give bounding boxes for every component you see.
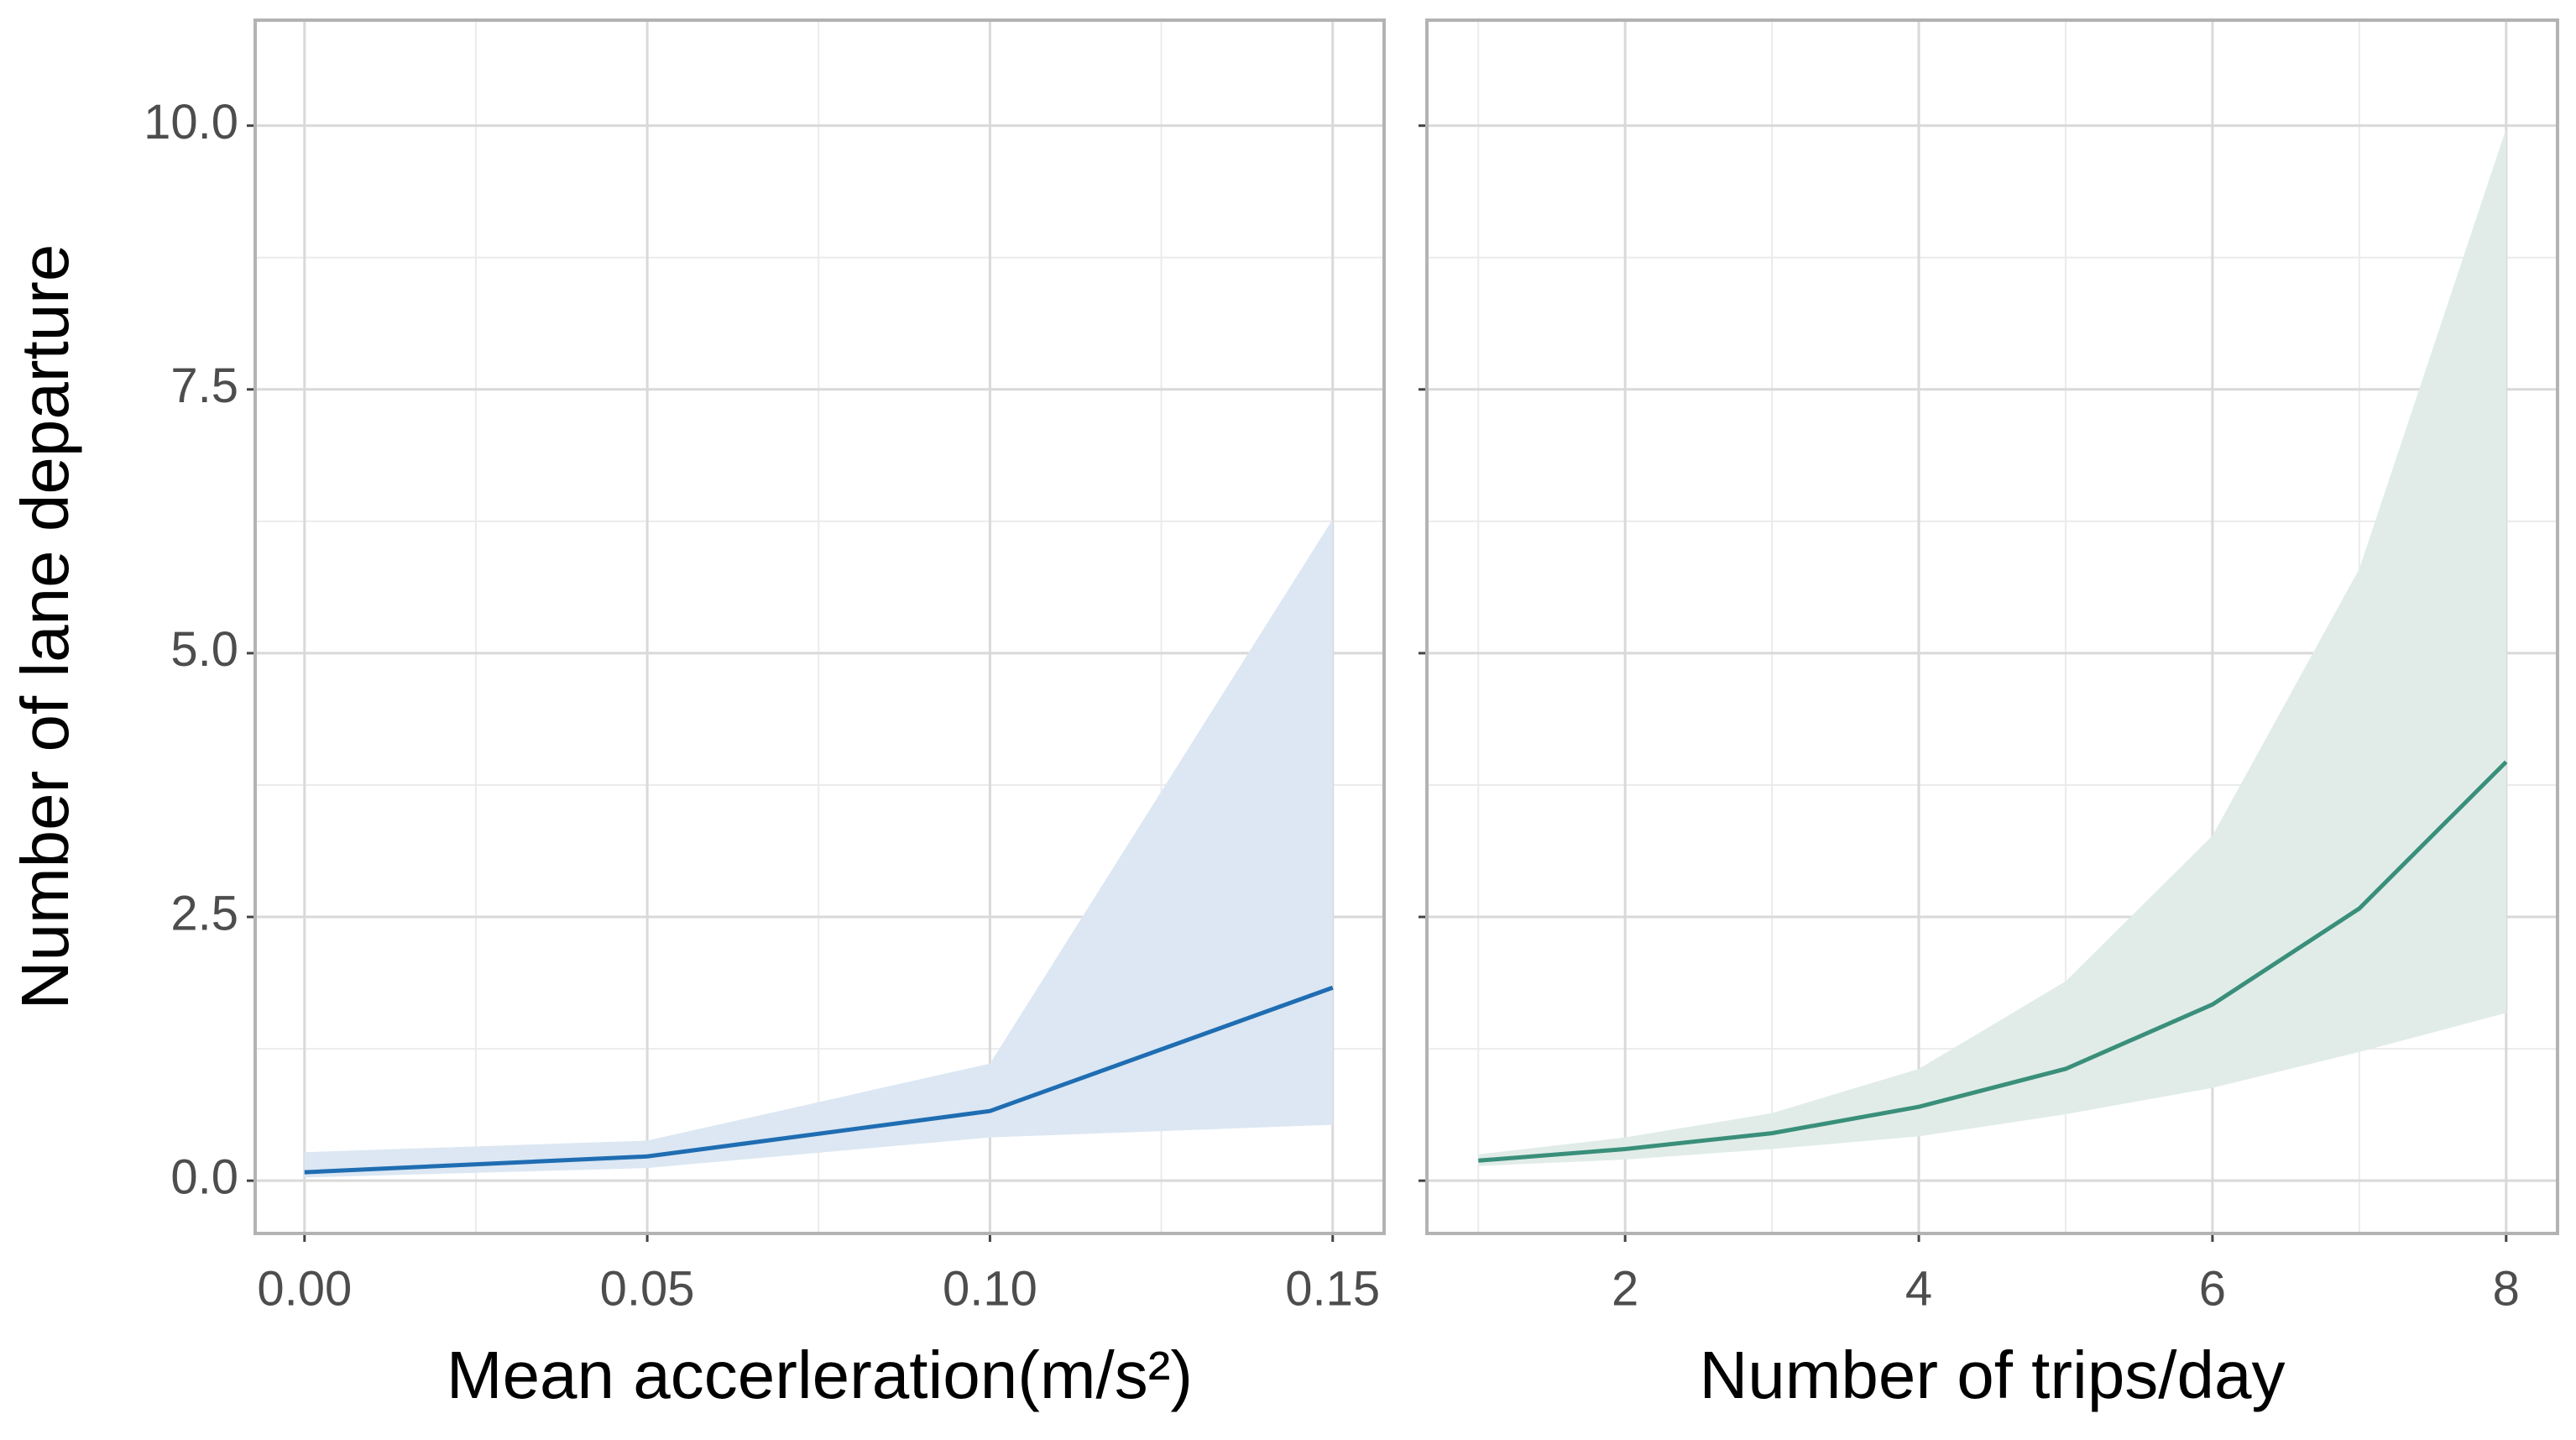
panel-border bbox=[253, 18, 1386, 1235]
x-tick-label: 0.15 bbox=[1285, 1261, 1380, 1316]
x-tick-label: 4 bbox=[1905, 1261, 1932, 1316]
line bbox=[304, 985, 1334, 1175]
y-tick-label: 2.5 bbox=[170, 886, 238, 940]
confidence-band bbox=[304, 519, 1333, 1178]
x-tick-label: 0.10 bbox=[943, 1261, 1037, 1316]
confidence-band bbox=[1478, 128, 2506, 1166]
x-tick-label: 0.05 bbox=[600, 1261, 695, 1316]
y-tick-label: 10.0 bbox=[144, 95, 238, 149]
x-tick-label: 0.00 bbox=[257, 1261, 352, 1316]
y-tick-label: 7.5 bbox=[170, 359, 238, 413]
line bbox=[1478, 760, 2508, 1163]
x-axis-title: Number of trips/day bbox=[1699, 1338, 2285, 1412]
x-tick-label: 6 bbox=[2199, 1261, 2226, 1316]
x-tick-label: 2 bbox=[1612, 1261, 1638, 1316]
y-tick-label: 5.0 bbox=[170, 622, 238, 677]
x-axis-title: Mean accerleration(m/s²) bbox=[447, 1338, 1193, 1412]
y-axis-title: Number of lane departure bbox=[8, 244, 82, 1010]
panel-border bbox=[1425, 18, 2559, 1235]
y-tick-label: 0.0 bbox=[170, 1150, 238, 1205]
x-tick-label: 8 bbox=[2493, 1261, 2520, 1316]
